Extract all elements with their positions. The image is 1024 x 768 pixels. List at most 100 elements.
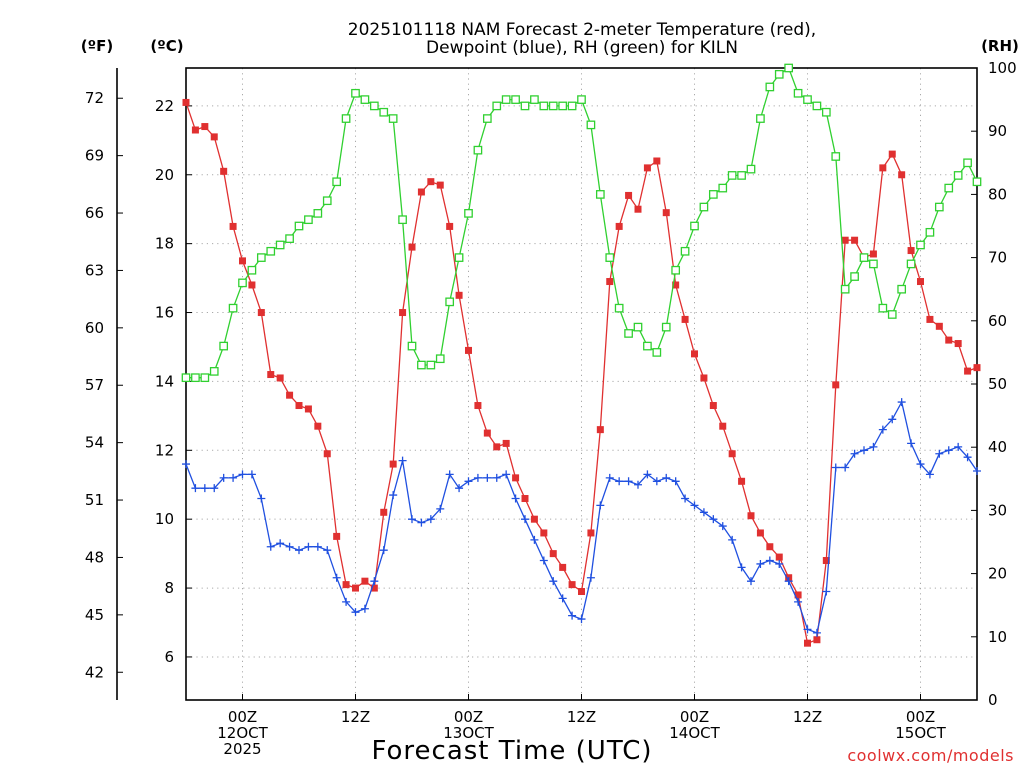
dewpoint-point xyxy=(511,494,520,503)
dewpoint-point xyxy=(549,577,558,586)
temperature-point xyxy=(408,243,416,251)
temperature-point xyxy=(898,171,906,179)
dewpoint-point xyxy=(436,504,445,513)
dewpoint-point xyxy=(295,546,303,555)
fahrenheit-unit-label: (ºF) xyxy=(81,37,113,55)
temperature-point xyxy=(201,123,209,131)
dewpoint-point xyxy=(869,442,878,451)
temperature-point xyxy=(549,550,557,558)
temperature-point xyxy=(794,591,802,599)
time-tick-label: 13OCT xyxy=(443,724,494,742)
fahrenheit-tick-label: 60 xyxy=(85,319,104,337)
dewpoint-point xyxy=(652,477,661,486)
rh-tick-label: 60 xyxy=(988,312,1007,330)
rh-point xyxy=(671,265,681,275)
rh-point xyxy=(963,158,972,168)
dewpoint-point xyxy=(963,453,972,462)
dewpoint-point xyxy=(662,473,671,482)
rh-unit-label: (RH) xyxy=(981,37,1019,55)
dewpoint-line xyxy=(185,400,978,634)
temperature-point xyxy=(370,584,378,592)
temperature-point xyxy=(248,281,256,289)
rh-point xyxy=(944,183,954,193)
dewpoint-point xyxy=(370,577,379,586)
fahrenheit-tick-label: 63 xyxy=(85,261,104,279)
dewpoint-point xyxy=(812,628,821,637)
rh-point xyxy=(925,227,935,237)
rh-point xyxy=(934,202,944,212)
temperature-point xyxy=(596,426,604,434)
dewpoint-point xyxy=(596,501,605,510)
rh-point xyxy=(275,240,285,250)
temperature-point xyxy=(587,529,595,537)
dewpoint-point xyxy=(182,460,190,469)
temperature-point xyxy=(399,309,407,317)
rh-tick-label: 40 xyxy=(988,438,1007,456)
temperature-point xyxy=(926,315,934,323)
temperature-point xyxy=(634,205,642,213)
rh-point xyxy=(821,107,831,117)
rh-point xyxy=(803,95,812,104)
temperature-point xyxy=(276,374,284,382)
temperature-point xyxy=(643,164,651,172)
dewpoint-point xyxy=(916,460,925,469)
dewpoint-point xyxy=(954,442,963,451)
rh-point xyxy=(840,284,850,294)
temperature-point xyxy=(191,126,199,134)
rh-point xyxy=(746,164,756,174)
temperature-point xyxy=(625,191,633,199)
temperature-point xyxy=(267,371,275,379)
rh-point xyxy=(727,171,737,180)
time-tick-label: 00Z xyxy=(228,708,257,726)
dewpoint-point xyxy=(200,484,209,493)
temperature-point xyxy=(483,429,491,437)
fahrenheit-tick-label: 51 xyxy=(85,491,104,509)
dewpoint-point xyxy=(502,470,511,479)
rh-point xyxy=(238,278,247,288)
dewpoint-point xyxy=(342,597,351,606)
dewpoint-point xyxy=(775,559,784,568)
rh-point xyxy=(699,202,709,212)
temperature-point xyxy=(342,581,350,589)
temperature-point xyxy=(653,157,661,165)
rh-point xyxy=(407,341,417,351)
dewpoint-point xyxy=(831,463,840,472)
temperature-point xyxy=(832,381,840,389)
rh-point xyxy=(501,95,511,104)
rh-point xyxy=(869,259,878,269)
rh-point xyxy=(831,152,841,161)
rh-point xyxy=(388,114,398,123)
rh-point xyxy=(906,259,916,269)
temperature-point xyxy=(352,584,359,592)
dewpoint-point xyxy=(285,542,294,551)
temperature-point xyxy=(182,98,190,106)
temperature-point xyxy=(455,291,463,299)
rh-point xyxy=(595,190,605,199)
rh-point xyxy=(191,373,200,383)
dewpoint-point xyxy=(860,446,868,455)
rh-point xyxy=(492,101,502,111)
dewpoint-point xyxy=(878,425,887,434)
dewpoint-point xyxy=(408,515,416,524)
dewpoint-point xyxy=(605,473,614,482)
celsius-tick-label: 10 xyxy=(155,510,174,528)
rh-tick-label: 70 xyxy=(988,249,1007,267)
dewpoint-point xyxy=(276,539,285,548)
rh-tick-label: 0 xyxy=(988,691,998,709)
temperature-point xyxy=(973,364,981,372)
temperature-point xyxy=(615,222,623,230)
temperature-point xyxy=(417,188,425,196)
dewpoint-point xyxy=(907,439,916,448)
celsius-tick-label: 18 xyxy=(155,235,174,253)
rh-point xyxy=(605,253,615,262)
dewpoint-point xyxy=(492,473,501,482)
rh-point xyxy=(614,303,624,313)
temperature-point xyxy=(578,588,585,596)
rh-point xyxy=(972,177,982,187)
fahrenheit-tick-label: 72 xyxy=(85,89,104,107)
dewpoint-point xyxy=(897,398,906,407)
rh-point xyxy=(708,190,718,199)
temperature-point xyxy=(954,340,962,348)
rh-point xyxy=(520,101,530,111)
temperature-point xyxy=(879,164,887,172)
